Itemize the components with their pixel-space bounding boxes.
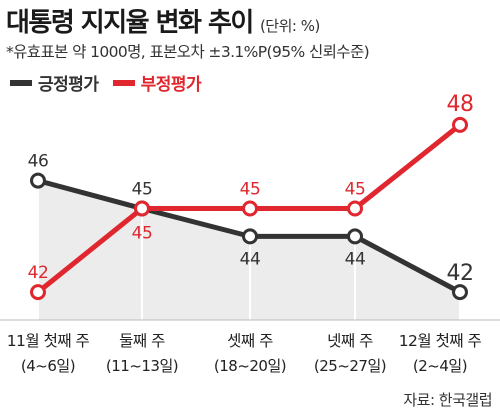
x-tick-label-0: 11월 첫째 주 [7, 332, 90, 350]
legend-item-negative: 부정평가 [112, 70, 202, 95]
x-tick-date-1: (11~13일) [106, 357, 178, 375]
negative-label-1: 45 [132, 224, 153, 244]
positive-point-3 [347, 228, 363, 245]
legend-swatch-positive [10, 79, 32, 86]
legend-item-positive: 긍정평가 [10, 70, 99, 95]
sample-note: *유효표본 약 1000명, 표본오차 ±3.1%P(95% 신뢰수준) [6, 43, 370, 61]
x-tick-label-1: 둘째 주 [119, 332, 165, 350]
x-tick-label-3: 넷째 주 [327, 332, 373, 350]
negative-label-4: 48 [447, 92, 474, 117]
positive-label-3: 44 [345, 249, 366, 269]
negative-point-4 [452, 116, 468, 133]
positive-point-4 [452, 284, 468, 301]
negative-label-2: 45 [240, 180, 261, 200]
positive-label-2: 44 [240, 249, 261, 269]
x-tick-date-0: (4~6일) [21, 357, 75, 375]
source-credit: 자료: 한국갤럽 [403, 391, 492, 409]
legend-label-negative: 부정평가 [140, 75, 202, 95]
negative-label-0: 42 [28, 263, 49, 283]
legend: 긍정평가 부정평가 [10, 70, 215, 95]
x-tick-label-4: 12월 첫째 주 [399, 332, 482, 350]
x-tick-date-3: (25~27일) [314, 357, 386, 375]
positive-point-2 [242, 228, 258, 245]
x-tick-date-2: (18~20일) [214, 357, 286, 375]
x-tick-label-2: 셋째 주 [227, 332, 273, 350]
positive-label-4: 42 [447, 261, 474, 286]
positive-point-0 [30, 172, 46, 189]
positive-label-1: 45 [132, 180, 153, 200]
legend-swatch-negative [112, 79, 135, 86]
negative-point-2 [242, 200, 258, 217]
x-tick-date-4: (2~4일) [413, 357, 467, 375]
unit-label: (단위: %) [259, 17, 320, 35]
legend-label-positive: 긍정평가 [38, 75, 99, 95]
positive-label-0: 46 [28, 152, 49, 172]
negative-label-3: 45 [345, 180, 366, 200]
title-row: 대통령 지지율 변화 추이 (단위: %) [6, 2, 320, 39]
negative-point-3 [347, 200, 363, 217]
negative-point-0 [30, 284, 46, 301]
chart-title: 대통령 지지율 변화 추이 [6, 8, 254, 38]
negative-point-1 [134, 200, 150, 217]
